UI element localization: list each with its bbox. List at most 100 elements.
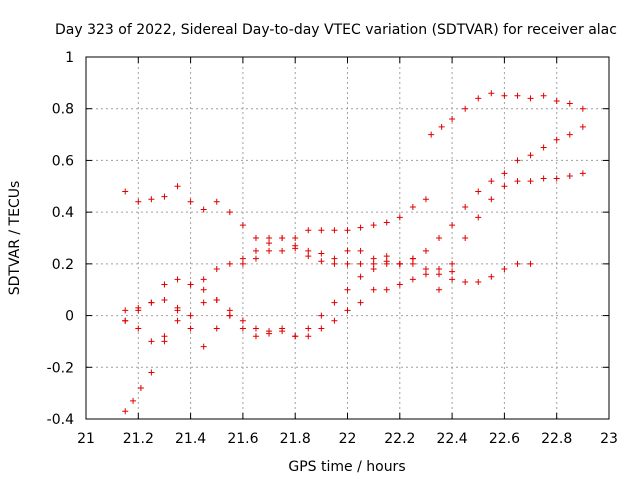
data-point	[357, 224, 364, 231]
data-point	[383, 260, 390, 267]
data-point	[409, 276, 416, 283]
y-tick-label: -0.4	[47, 412, 74, 428]
data-point	[488, 90, 495, 97]
data-point	[422, 247, 429, 254]
data-point	[239, 260, 246, 267]
data-point	[527, 95, 534, 102]
data-point	[449, 222, 456, 229]
data-point	[462, 278, 469, 285]
data-point	[436, 286, 443, 293]
data-point	[266, 235, 273, 241]
data-point	[553, 136, 560, 143]
data-point	[566, 172, 573, 179]
data-point	[409, 255, 416, 262]
data-point	[422, 271, 429, 278]
x-tick-label: 22.6	[489, 431, 520, 447]
data-point	[187, 325, 194, 332]
data-point	[305, 227, 312, 234]
x-tick-label: 22.2	[384, 431, 415, 447]
data-point	[344, 227, 351, 234]
y-tick-label: 0.4	[52, 205, 74, 221]
data-point	[501, 170, 508, 177]
data-point	[344, 286, 351, 293]
data-point	[383, 286, 390, 293]
x-tick-label: 21.2	[123, 431, 154, 447]
data-points	[122, 90, 586, 415]
data-point	[331, 255, 338, 262]
data-point	[239, 325, 246, 332]
data-point	[266, 328, 273, 335]
data-point	[148, 369, 155, 376]
y-tick-label: 0.2	[52, 257, 74, 273]
x-tick-label: 21.4	[175, 431, 206, 447]
data-point	[370, 255, 377, 262]
data-point	[148, 338, 155, 345]
data-point	[383, 219, 390, 226]
plot-frame	[85, 56, 610, 420]
data-point	[122, 408, 129, 415]
data-point	[226, 312, 233, 319]
y-axis-label: SDTVAR / TECUs	[7, 181, 23, 296]
series-track-g	[428, 90, 586, 138]
data-point	[213, 297, 220, 304]
data-point	[239, 222, 246, 229]
data-point	[213, 266, 220, 273]
data-point	[566, 131, 573, 138]
data-point	[266, 247, 273, 254]
y-tick-label: 1	[65, 50, 74, 66]
data-point	[174, 317, 181, 324]
data-point	[161, 297, 168, 304]
data-point	[122, 188, 129, 195]
data-point	[527, 152, 534, 159]
data-point	[449, 276, 456, 283]
data-point	[462, 105, 469, 112]
data-point	[331, 227, 338, 234]
data-point	[122, 317, 129, 324]
data-point	[396, 281, 403, 288]
data-point	[161, 338, 168, 345]
data-point	[344, 307, 351, 314]
data-point	[488, 273, 495, 280]
x-tick-label: 22.4	[437, 431, 468, 447]
data-point	[318, 312, 325, 319]
data-point	[318, 325, 325, 332]
data-point	[331, 317, 338, 324]
data-point	[135, 307, 142, 314]
data-point	[488, 178, 495, 185]
data-point	[370, 260, 377, 267]
data-point	[475, 188, 482, 195]
y-tick-label: 0.6	[52, 153, 74, 169]
data-point	[475, 278, 482, 285]
data-point	[279, 247, 286, 254]
data-point	[514, 260, 521, 267]
data-point	[148, 299, 155, 306]
data-point	[252, 333, 259, 340]
data-point	[436, 266, 443, 273]
x-tick-label: 21.8	[280, 431, 311, 447]
data-point	[579, 170, 586, 177]
data-point	[462, 203, 469, 210]
data-point	[174, 183, 181, 190]
data-point	[161, 333, 168, 340]
data-point	[370, 286, 377, 293]
data-point	[200, 343, 207, 350]
x-tick-label: 22	[339, 431, 357, 447]
data-point	[344, 247, 351, 254]
data-point	[357, 273, 364, 280]
x-tick-labels: 21 21.2 21.4 21.6 21.8 22 22.2 22.4 22.6 22.8 23	[77, 431, 618, 447]
data-point	[252, 247, 259, 254]
data-point	[370, 266, 377, 273]
data-point	[579, 105, 586, 112]
data-point	[396, 260, 403, 267]
data-point	[462, 235, 469, 241]
data-point	[305, 325, 312, 332]
data-point	[279, 235, 286, 241]
data-point	[292, 333, 299, 340]
data-point	[579, 123, 586, 130]
data-point	[514, 92, 521, 99]
x-axis-label: GPS time / hours	[288, 459, 405, 475]
data-point	[252, 255, 259, 262]
data-point	[501, 183, 508, 190]
data-point	[370, 222, 377, 229]
